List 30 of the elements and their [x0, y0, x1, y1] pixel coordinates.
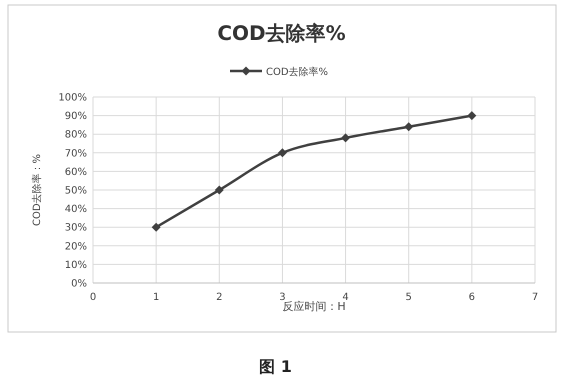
- x-tick-label: 2: [216, 292, 222, 303]
- x-tick-label: 4: [342, 292, 349, 303]
- x-tick-label: 7: [532, 292, 538, 303]
- y-tick-label: 20%: [64, 241, 87, 252]
- chart-title: COD去除率%: [217, 21, 346, 45]
- legend-label: COD去除率%: [266, 66, 328, 78]
- point: [404, 122, 414, 132]
- point: [152, 222, 161, 232]
- y-axis-title: COD去除率：%: [31, 154, 43, 226]
- y-tick-label: 70%: [64, 148, 87, 160]
- y-tick-label: 30%: [64, 222, 87, 234]
- y-tick-label: 0%: [71, 278, 87, 290]
- point: [278, 148, 287, 158]
- x-tick-label: 3: [279, 292, 286, 303]
- y-tick-label: 10%: [64, 260, 87, 271]
- y-tick-label: 50%: [64, 186, 87, 196]
- y-tick-label: 60%: [64, 166, 87, 178]
- point: [341, 133, 350, 142]
- x-axis-title: 反应时间：H: [282, 300, 346, 313]
- x-tick-label: 1: [152, 292, 160, 303]
- point: [214, 186, 224, 194]
- x-tick-label: 5: [406, 292, 412, 303]
- point: [467, 111, 476, 120]
- caption: 图 1: [259, 357, 292, 376]
- y-tick-label: 90%: [64, 111, 87, 122]
- y-tick-label: 40%: [64, 204, 87, 216]
- x-tick-label: 0: [90, 292, 96, 303]
- y-tick-label: 80%: [64, 130, 87, 141]
- y-tick-label: 100%: [58, 92, 87, 104]
- x-tick-label: 6: [468, 292, 476, 303]
